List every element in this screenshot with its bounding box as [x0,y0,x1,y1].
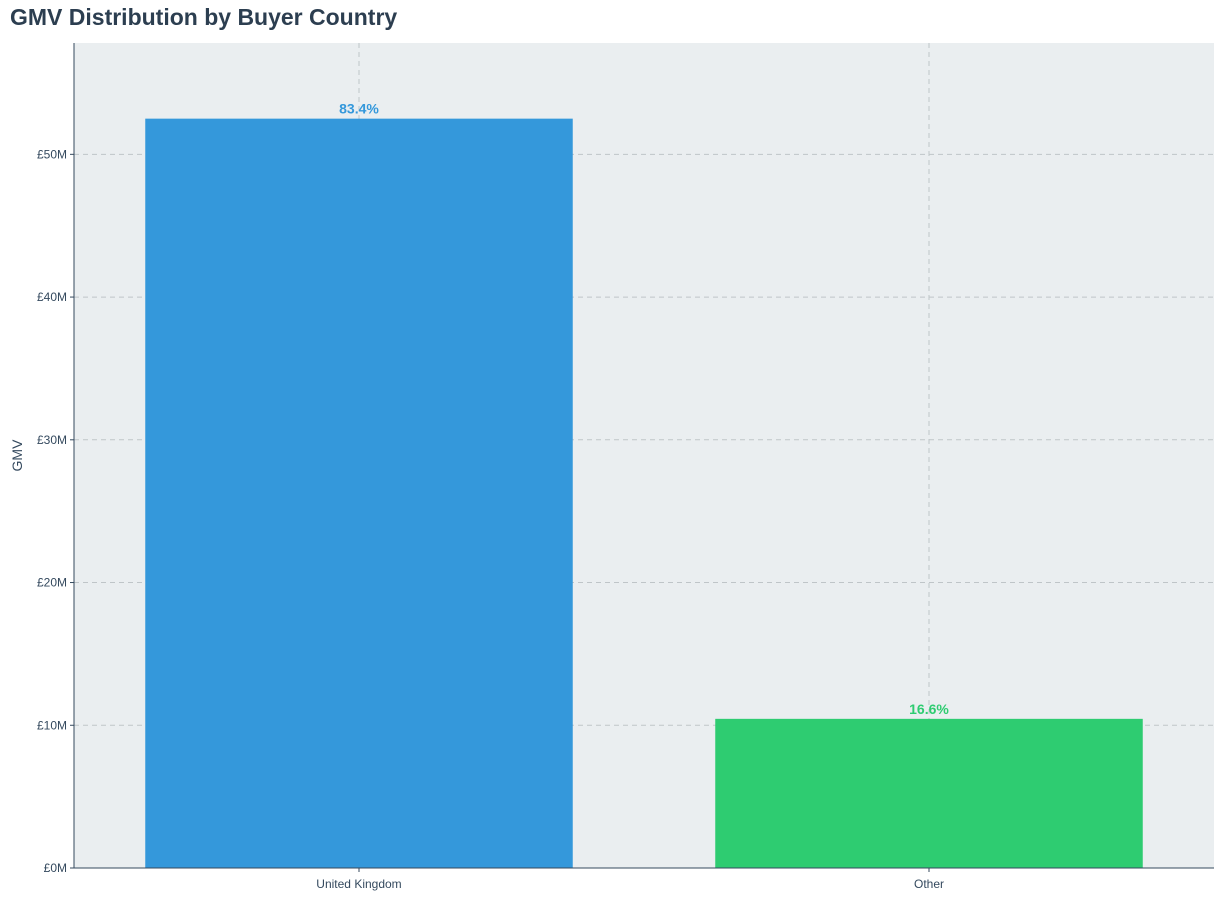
y-tick-label: £10M [37,718,67,732]
bar [145,118,573,868]
bars [145,118,1143,868]
y-tick-label: £30M [37,433,67,447]
x-tick-label: United Kingdom [316,877,401,891]
chart-title: GMV Distribution by Buyer Country [10,4,398,30]
y-axis-title: GMV [9,439,25,472]
data-label: 16.6% [909,701,949,717]
y-tick-label: £0M [44,861,67,875]
y-tick-label: £40M [37,290,67,304]
axes: £0M £10M £20M £30M £40M £50M United Kingdom Oth… [37,43,1214,891]
y-tick-label: £50M [37,147,67,161]
bar [715,718,1143,868]
y-tick-label: £20M [37,576,67,590]
x-tick-label: Other [914,877,944,891]
data-label: 83.4% [339,101,379,117]
data-labels: 83.4% 16.6% [339,101,949,717]
